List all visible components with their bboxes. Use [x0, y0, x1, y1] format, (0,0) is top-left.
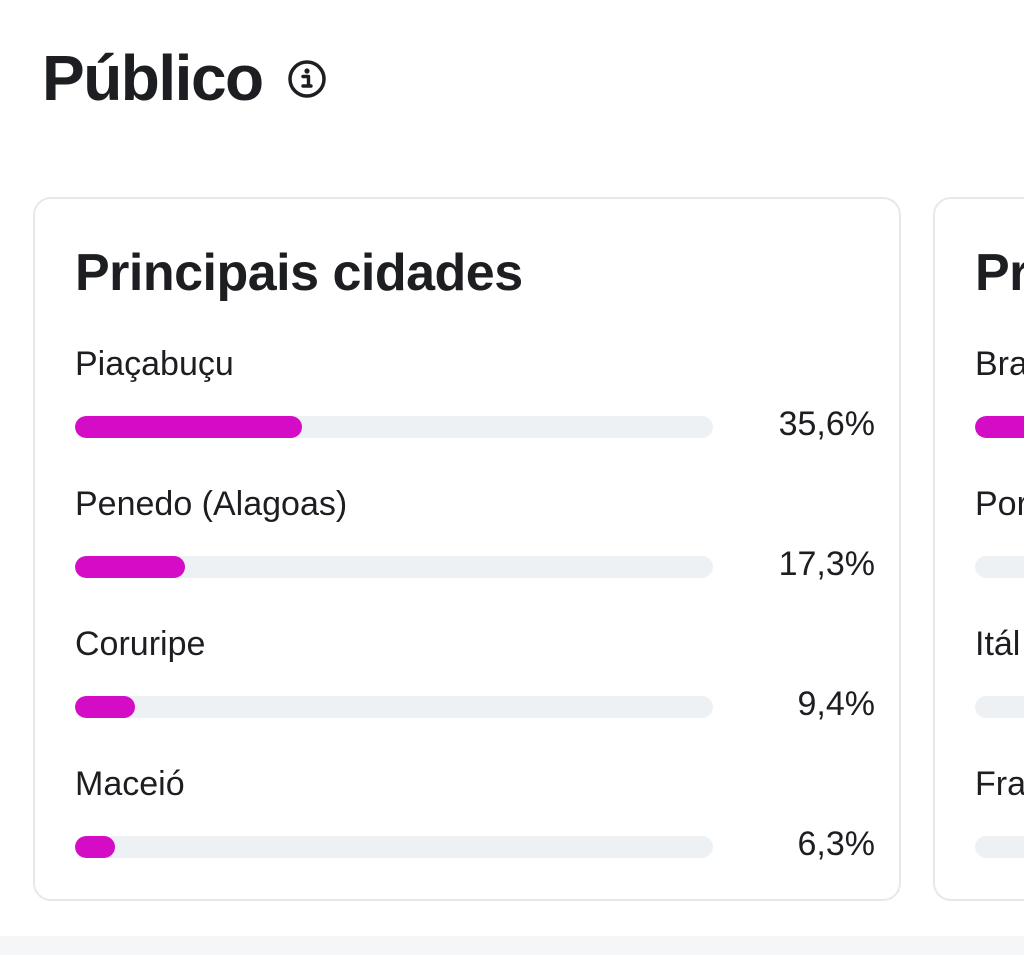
country-bar-track	[975, 556, 1024, 578]
country-row: Fra	[975, 764, 1024, 864]
country-label: Por	[975, 485, 1024, 523]
city-bar-track	[75, 556, 713, 578]
city-bar-fill	[75, 556, 186, 578]
country-bar-track	[975, 836, 1024, 858]
page-header: Público	[42, 38, 327, 118]
city-label: Piaçabuçu	[75, 345, 234, 383]
next-section-divider	[0, 936, 1024, 955]
city-bar-track	[75, 836, 713, 858]
country-label: Fra	[975, 765, 1024, 803]
top-countries-card[interactable]: Pr Bra Por Itál Fra	[933, 197, 1024, 901]
country-bar-track	[975, 416, 1024, 438]
city-bar-track	[75, 696, 713, 718]
city-label: Penedo (Alagoas)	[75, 485, 348, 523]
city-label: Coruripe	[75, 625, 206, 663]
city-row: Maceió 6,3%	[75, 764, 875, 864]
country-bar-track	[975, 696, 1024, 718]
page-title: Público	[42, 42, 264, 114]
country-row: Itál	[975, 624, 1024, 724]
city-row: Coruripe 9,4%	[75, 624, 875, 724]
city-row: Piaçabuçu 35,6%	[75, 344, 875, 444]
city-percentage: 17,3%	[778, 545, 875, 583]
city-bar-fill	[75, 696, 135, 718]
info-circle-icon[interactable]	[287, 59, 327, 99]
country-row: Bra	[975, 344, 1024, 444]
city-label: Maceió	[75, 765, 185, 803]
country-row: Por	[975, 484, 1024, 584]
city-percentage: 9,4%	[797, 685, 876, 723]
top-cities-title: Principais cidades	[75, 244, 523, 302]
city-percentage: 35,6%	[778, 405, 875, 443]
top-countries-title: Pr	[975, 244, 1024, 302]
country-bar-fill	[975, 416, 1024, 438]
city-percentage: 6,3%	[797, 825, 876, 863]
city-row: Penedo (Alagoas) 17,3%	[75, 484, 875, 584]
country-label: Itál	[975, 625, 1021, 663]
city-bar-fill	[75, 416, 303, 438]
country-label: Bra	[975, 345, 1024, 383]
city-bar-track	[75, 416, 713, 438]
top-cities-card: Principais cidades Piaçabuçu 35,6% Pened…	[33, 197, 901, 901]
city-bar-fill	[75, 836, 116, 858]
